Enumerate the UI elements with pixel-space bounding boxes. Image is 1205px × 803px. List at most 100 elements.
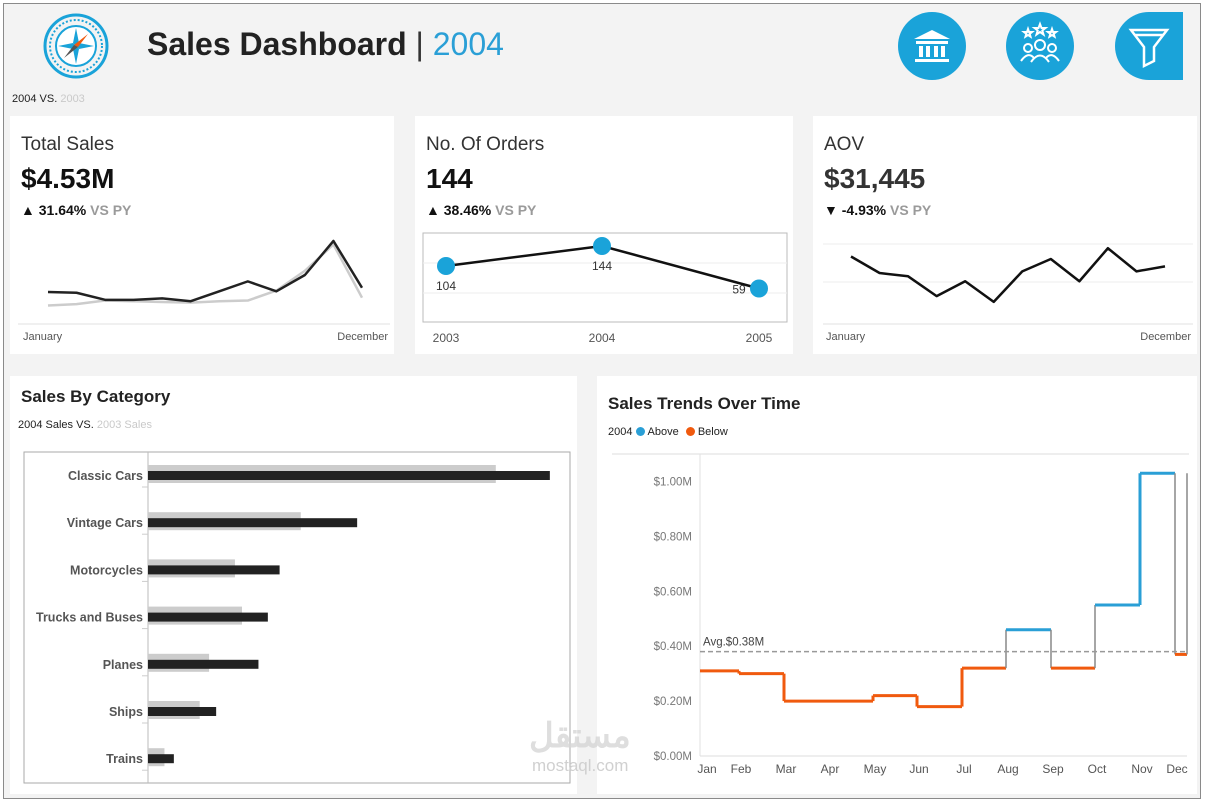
- aov-line: [850, 247, 1166, 304]
- x-tick-label: Aug: [997, 762, 1018, 776]
- y-tick-label: $1.00M: [654, 476, 692, 488]
- kpi-title: AOV: [824, 134, 865, 155]
- watermark-latin: mostaql.com: [532, 756, 629, 775]
- x-tick-label: Jul: [956, 762, 971, 776]
- y-tick-label: $0.60M: [654, 586, 692, 598]
- trend-legend: 2004 Above Below: [608, 426, 728, 438]
- legend-below: Below: [697, 426, 728, 438]
- plot-frame: [422, 232, 788, 323]
- bar-2004-Planes: [148, 659, 259, 669]
- kpi-delta-vs: VS PY: [890, 202, 932, 218]
- orders-x-label: 2005: [746, 331, 773, 345]
- dashboard-frame: Sales Dashboard | 2004 2004 VS. 2003: [3, 3, 1201, 799]
- bar-2004-Motorcycles: [148, 565, 280, 575]
- kpi-value: $4.53M: [21, 163, 115, 194]
- bar-2004-Classic Cars: [148, 471, 550, 480]
- x-tick-label: Dec: [1166, 762, 1187, 776]
- x-tick-label: Jan: [697, 762, 716, 776]
- title-text: Sales Dashboard: [147, 26, 407, 62]
- x-tick-label: Jun: [909, 762, 928, 776]
- average-label: Avg.$0.38M: [703, 637, 764, 649]
- legend-year: 2004: [608, 426, 633, 438]
- x-tick-label: May: [864, 762, 887, 776]
- y-tick-label: $0.00M: [654, 751, 692, 763]
- customers-icon[interactable]: [1006, 12, 1074, 80]
- aov-sparkline: [823, 243, 1193, 325]
- comparison-previous: 2003: [60, 93, 85, 105]
- orders-data-label: 144: [592, 259, 612, 273]
- kpi-delta-value: 31.64%: [38, 202, 87, 218]
- kpi-card-aov: AOV $31,445 ▼ -4.93% VS PY January Decem…: [813, 116, 1197, 354]
- legend-current: 2004 Sales VS.: [18, 419, 94, 431]
- trend-panel: Sales Trends Over Time 2004 Above Below …: [597, 376, 1197, 794]
- sparkline-end-label: December: [337, 331, 388, 343]
- orders-x-label: 2004: [589, 331, 616, 345]
- bar-2004-Vintage Cars: [148, 518, 358, 528]
- comparison-legend: 2004 VS. 2003: [12, 93, 85, 105]
- orders-point-2004: [593, 237, 611, 255]
- kpi-card-total-sales: Total Sales $4.53M ▲ 31.64% VS PY Januar…: [10, 116, 394, 354]
- category-label: Planes: [103, 658, 143, 672]
- down-arrow-icon: ▼: [824, 202, 838, 218]
- category-legend: 2004 Sales VS. 2003 Sales: [18, 419, 152, 431]
- category-title: Sales By Category: [21, 387, 171, 406]
- kpi-delta-value: 38.46%: [443, 202, 492, 218]
- header: Sales Dashboard | 2004 2004 VS. 2003: [4, 4, 1202, 114]
- series-line-2003: [47, 243, 364, 307]
- orders-point-2005: [750, 279, 768, 298]
- category-label: Vintage Cars: [67, 516, 143, 530]
- bar-2004-Ships: [148, 707, 217, 716]
- sales-trend-chart: $0.00M $0.20M $0.40M $0.60M $0.80M $1.00M Jan F…: [612, 453, 1189, 776]
- bank-icon[interactable]: [898, 12, 966, 80]
- kpi-value: $31,445: [824, 163, 926, 194]
- category-label: Motorcycles: [70, 563, 143, 577]
- below-dot-icon: [685, 427, 695, 436]
- kpi-delta-value: -4.93%: [841, 202, 887, 218]
- bar-2004-Trucks and Buses: [148, 612, 268, 622]
- comparison-current: 2004 VS.: [12, 93, 58, 105]
- category-panel: Sales By Category 2004 Sales VS. 2003 Sa…: [10, 376, 577, 794]
- orders-data-label: 59: [732, 283, 746, 297]
- x-tick-label: Nov: [1131, 762, 1152, 776]
- x-tick-label: Oct: [1088, 762, 1107, 776]
- plot-frame: [23, 451, 571, 784]
- kpi-delta: ▲ 31.64% VS PY: [21, 202, 131, 218]
- category-label: Classic Cars: [68, 469, 143, 483]
- filter-icon[interactable]: [1115, 12, 1183, 80]
- kpi-title: Total Sales: [21, 134, 114, 155]
- trend-title: Sales Trends Over Time: [608, 394, 801, 413]
- compass-logo-icon: [43, 13, 109, 79]
- category-label: Trucks and Buses: [36, 611, 143, 625]
- orders-point-2003: [437, 257, 455, 275]
- kpi-value: 144: [426, 163, 473, 194]
- page-title: Sales Dashboard | 2004: [147, 26, 504, 63]
- sales-by-category-chart: Classic Cars Vintage Cars Motorcycles Truck…: [23, 451, 571, 784]
- legend-previous: 2003 Sales: [96, 419, 152, 431]
- watermark-arabic: مستقل: [529, 717, 631, 755]
- category-label: Trains: [106, 752, 143, 766]
- kpi-card-orders: No. Of Orders 144 ▲ 38.46% VS PY 104 2003…: [415, 116, 793, 354]
- y-tick-label: $0.20M: [654, 696, 692, 708]
- kpi-delta: ▼ -4.93% VS PY: [824, 202, 931, 218]
- kpi-delta: ▲ 38.46% VS PY: [426, 202, 536, 218]
- kpi-delta-vs: VS PY: [90, 202, 132, 218]
- total-sales-sparkline: [18, 239, 390, 325]
- x-tick-label: Feb: [731, 762, 752, 776]
- orders-by-year-chart: 104 2003 144 2004 59 2005: [422, 232, 788, 345]
- title-year: 2004: [432, 26, 504, 62]
- sparkline-start-label: January: [23, 331, 63, 343]
- x-tick-label: Sep: [1042, 762, 1064, 776]
- bar-2004-Trains: [148, 754, 174, 764]
- x-tick-label: Apr: [821, 762, 840, 776]
- x-tick-label: Mar: [776, 762, 797, 776]
- title-separator: |: [415, 26, 424, 62]
- up-arrow-icon: ▲: [426, 202, 440, 218]
- up-arrow-icon: ▲: [21, 202, 35, 218]
- sparkline-end-label: December: [1140, 331, 1191, 343]
- legend-above: Above: [647, 426, 679, 438]
- orders-x-label: 2003: [433, 331, 460, 345]
- y-tick-label: $0.80M: [654, 531, 692, 543]
- kpi-title: No. Of Orders: [426, 134, 545, 155]
- sparkline-start-label: January: [826, 331, 866, 343]
- category-label: Ships: [109, 705, 143, 719]
